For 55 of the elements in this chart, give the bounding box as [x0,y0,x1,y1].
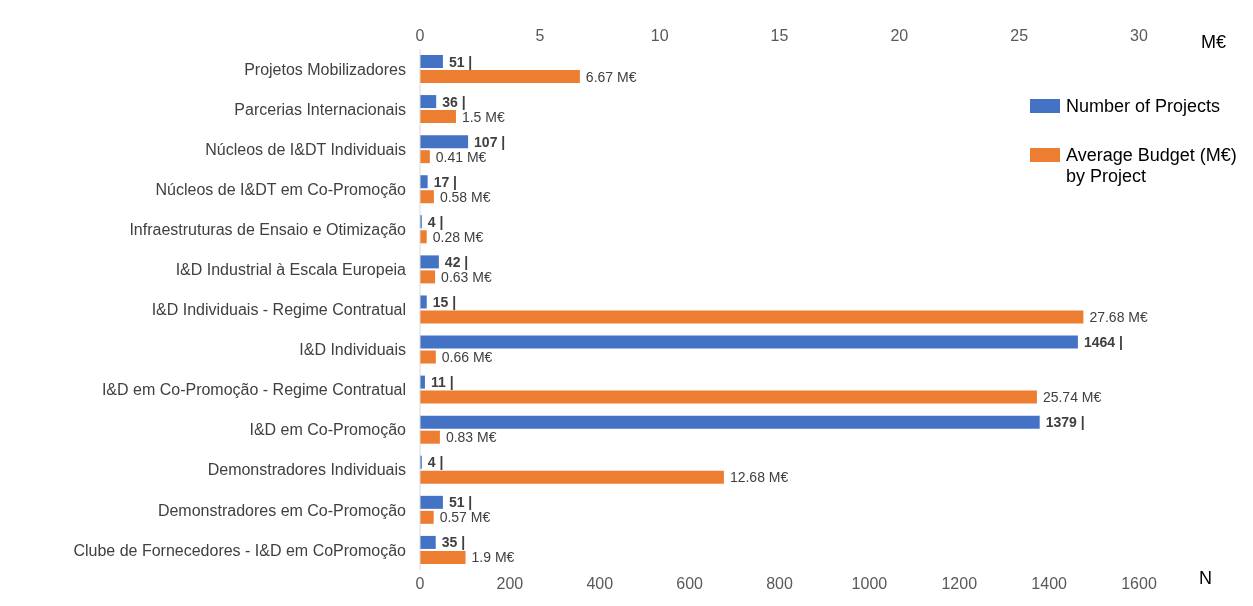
data-label: 4 | [427,454,444,471]
data-label: 12.68 M€ [729,469,789,486]
x2-tick-label: 10 [650,27,669,44]
x2-tick-label: 20 [890,27,909,44]
data-label: 15 | [432,293,457,310]
data-label: 6.67 M€ [585,68,637,85]
x-tick-label: 400 [586,575,614,593]
x-tick-label: 0 [415,575,425,593]
y-tick-label: Núcleos de I&DT em Co-Promoção [155,180,407,198]
x2-axis-title: M€ [1201,31,1227,52]
data-label: 0.41 M€ [435,148,487,165]
y-tick-label: Núcleos de I&DT Individuais [205,140,406,158]
data-label: 42 | [444,253,469,270]
x-tick-label: 1200 [941,575,978,593]
legend-label: Average Budget (M€) by Project [1066,145,1238,187]
data-label: 27.68 M€ [1089,308,1148,325]
data-label: 36 | [442,93,466,110]
y-tick-label: Parcerias Internacionais [234,100,406,118]
x2-tick-label: 25 [1010,27,1029,44]
x-tick-label: 600 [676,575,704,593]
y-tick-label: I&D em Co-Promoção - Regime Contratual [101,381,406,399]
y-tick-label: I&D Industrial à Escala Europeia [175,261,407,279]
data-label: 1464 | [1083,334,1123,351]
data-label: 1379 | [1045,414,1085,431]
data-label: 11 | [430,374,454,391]
y-tick-label: I&D Individuais - Regime Contratual [151,301,406,319]
x-tick-label: 1000 [851,575,888,593]
y-tick-label: Clube de Fornecedores - I&D em CoPromoção [73,541,407,559]
y-tick-label: I&D em Co-Promoção [249,421,407,439]
x-tick-label: 800 [766,575,793,593]
x-tick-label: 1400 [1031,575,1068,593]
x-axis-title: N [1199,568,1212,589]
x2-tick-label: 30 [1130,27,1148,44]
data-label: 35 | [441,534,466,551]
x2-tick-label: 5 [535,27,545,44]
y-tick-label: Demonstradores em Co-Promoção [157,501,407,519]
data-label: 17 | [433,173,458,190]
data-label: 1.9 M€ [471,549,515,566]
data-label: 4 | [427,213,444,230]
y-tick-label: Projetos Mobilizadores [244,60,406,78]
data-label: 107 | [474,133,506,150]
x2-tick-label: 15 [770,27,789,44]
y-tick-label: Demonstradores Individuais [207,461,406,479]
data-label: 0.66 M€ [441,349,493,366]
data-label: 25.74 M€ [1042,389,1102,406]
x-tick-label: 200 [496,575,524,593]
y-tick-label: I&D Individuais [299,341,406,359]
data-label: 0.57 M€ [439,509,491,526]
data-label: 0.83 M€ [445,429,497,446]
y-tick-label: Infraestruturas de Ensaio e Otimização [129,221,407,239]
x2-tick-label: 0 [415,27,425,44]
x-tick-label: 1600 [1121,575,1157,593]
data-label: 51 | [448,53,473,70]
legend-label: Number of Projects [1066,96,1221,117]
data-label: 51 | [448,494,473,511]
